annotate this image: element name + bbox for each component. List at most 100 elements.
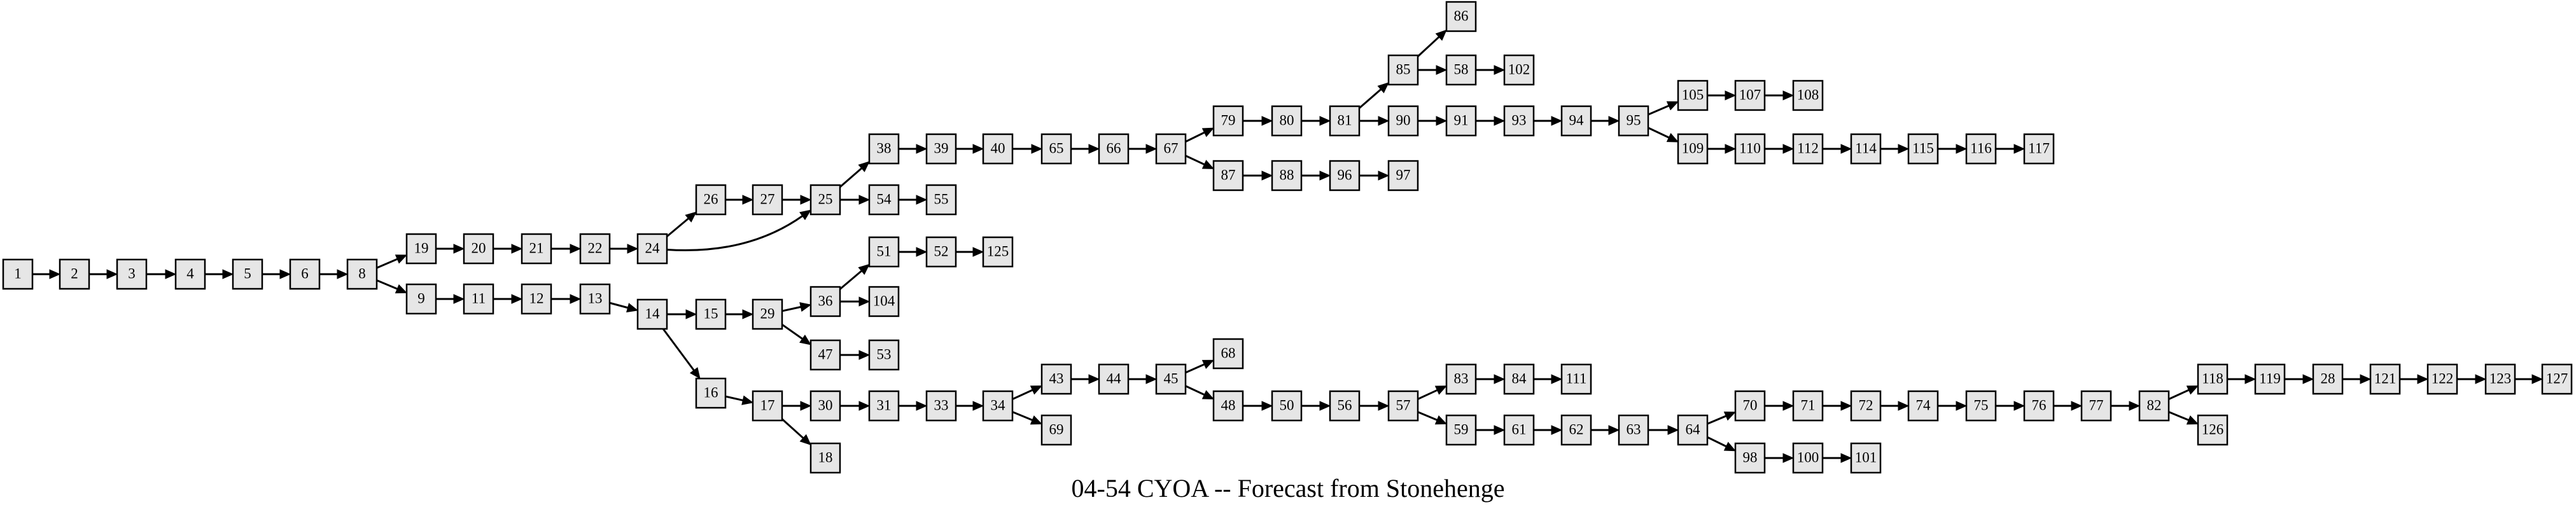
arrowhead (1145, 144, 1158, 154)
node-122: 122 (2426, 363, 2458, 395)
node-box (1850, 390, 1882, 422)
graph-title: 04-54 CYOA -- Forecast from Stonehenge (1071, 474, 1505, 503)
node-label: 87 (1221, 167, 1236, 183)
arrowhead (2360, 374, 2372, 384)
edge-3-4 (146, 269, 177, 279)
node-box (1792, 442, 1824, 474)
arrowhead (1494, 65, 1506, 75)
node-box (579, 283, 611, 315)
node-label: 80 (1280, 112, 1294, 128)
arrowhead (1494, 374, 1506, 384)
node-label: 115 (1912, 140, 1934, 156)
node-93: 93 (1503, 105, 1535, 137)
edge-6-8 (319, 269, 349, 279)
edge-83-84 (1476, 374, 1506, 384)
node-label: 36 (818, 293, 833, 309)
node-63: 63 (1618, 414, 1649, 446)
node-label: 9 (417, 290, 425, 306)
node-box (1850, 442, 1882, 474)
edge-71-72 (1823, 401, 1852, 411)
node-69: 69 (1040, 414, 1072, 446)
node-box (695, 377, 727, 409)
node-80: 80 (1271, 105, 1303, 137)
edges-layer (32, 29, 2544, 463)
arrowhead (627, 244, 639, 254)
edge-85-86 (1417, 29, 1447, 57)
edge-62-63 (1591, 425, 1620, 435)
node-label: 6 (301, 265, 309, 281)
node-box (925, 184, 957, 216)
node-label: 83 (1454, 370, 1469, 386)
node-34: 34 (982, 390, 1014, 422)
node-label: 121 (2374, 370, 2397, 386)
node-label: 111 (1566, 370, 1587, 386)
node-36: 36 (809, 286, 841, 317)
arrowhead (453, 244, 465, 254)
edge-72-74 (1880, 401, 1910, 411)
node-box (809, 390, 841, 422)
edge-107-108 (1765, 90, 1795, 101)
arrowhead (2129, 401, 2141, 411)
node-box (1907, 390, 1939, 422)
edge-77-82 (2111, 401, 2141, 411)
node-box (463, 283, 494, 315)
node-label: 59 (1454, 421, 1469, 437)
node-50: 50 (1271, 390, 1303, 422)
arrowhead (1494, 425, 1506, 435)
arrowhead (858, 195, 871, 205)
arrowhead (395, 284, 408, 294)
arrowhead (511, 294, 523, 304)
edge-16-17 (725, 395, 754, 405)
node-box (1503, 54, 1535, 86)
node-108: 108 (1792, 80, 1824, 111)
node-label: 63 (1627, 421, 1641, 437)
edge-line (1648, 127, 1670, 139)
edge-line (1417, 36, 1440, 57)
node-box (1040, 133, 1072, 165)
node-58: 58 (1445, 54, 1477, 86)
node-label: 95 (1627, 112, 1641, 128)
edge-39-40 (956, 144, 984, 154)
edge-26-27 (725, 195, 754, 205)
node-label: 26 (704, 191, 718, 207)
node-65: 65 (1040, 133, 1072, 165)
node-box (1329, 390, 1361, 422)
edge-line (376, 279, 398, 290)
arrowhead (1434, 415, 1448, 425)
edge-5-6 (262, 269, 291, 279)
arrowhead (1377, 82, 1389, 94)
node-box (116, 258, 148, 290)
arrowhead (916, 247, 928, 257)
node-label: 34 (991, 397, 1006, 413)
node-72: 72 (1850, 390, 1882, 422)
edge-line (2168, 411, 2189, 421)
edge-121-122 (2400, 374, 2429, 384)
edge-96-97 (1359, 170, 1390, 181)
node-label: 39 (934, 140, 949, 156)
edge-122-123 (2457, 374, 2487, 384)
node-box (868, 184, 900, 216)
node-59: 59 (1445, 414, 1477, 446)
node-box (1155, 133, 1187, 165)
node-label: 104 (873, 293, 895, 309)
arrowhead (1436, 65, 1448, 75)
node-64: 64 (1677, 414, 1709, 446)
arrowhead (1031, 144, 1043, 154)
edge-76-77 (2054, 401, 2083, 411)
node-label: 114 (1855, 140, 1877, 156)
edge-109-110 (1707, 144, 1737, 154)
node-label: 127 (2546, 370, 2568, 386)
node-53: 53 (868, 339, 900, 371)
node-19: 19 (405, 233, 437, 265)
arrowhead (1551, 425, 1563, 435)
node-label: 13 (588, 290, 603, 306)
node-label: 57 (1396, 397, 1411, 413)
edge-54-55 (899, 195, 928, 205)
edge-90-91 (1418, 116, 1448, 126)
edge-8-19 (376, 254, 408, 269)
edge-34-69 (1012, 411, 1043, 425)
node-104: 104 (868, 286, 900, 317)
node-39: 39 (925, 133, 957, 165)
edge-43-44 (1071, 374, 1100, 384)
node-105: 105 (1677, 80, 1709, 111)
